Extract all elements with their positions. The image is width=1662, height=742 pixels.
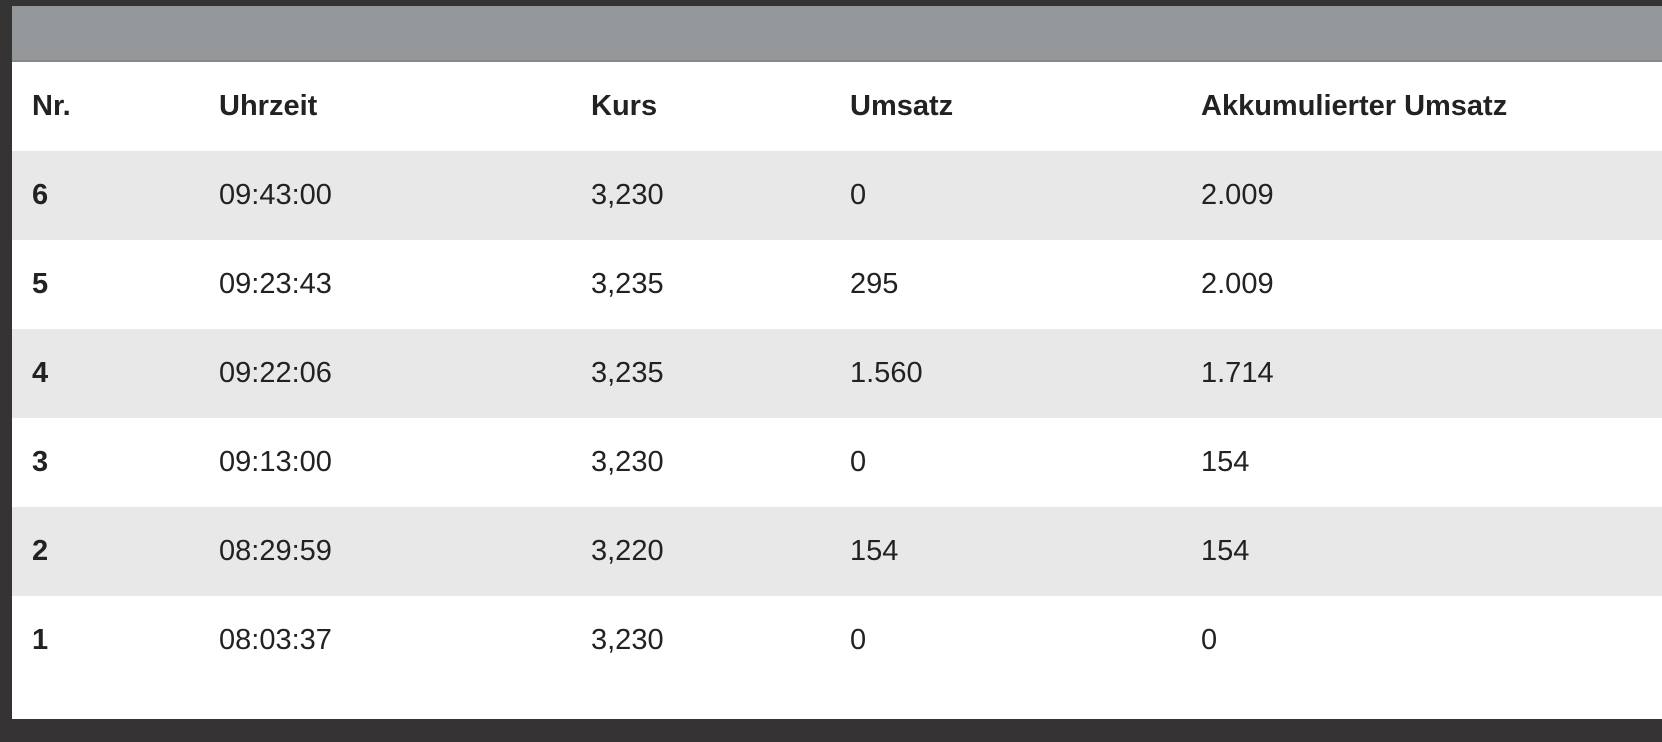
cell-uhrzeit: 08:29:59: [219, 535, 332, 567]
cell-kurs: 3,220: [591, 535, 664, 567]
cell-akkumulierter-umsatz: 2.009: [1201, 179, 1274, 211]
cell-uhrzeit: 09:22:06: [219, 357, 332, 389]
table-row: 1 08:03:37 3,230 0 0: [12, 596, 1662, 685]
cell-akkumulierter-umsatz: 154: [1201, 446, 1250, 478]
cell-umsatz: 0: [850, 179, 867, 211]
trades-table: Nr. Uhrzeit Kurs Umsatz Akkumulierter Um…: [12, 62, 1662, 685]
trades-panel: Nr. Uhrzeit Kurs Umsatz Akkumulierter Um…: [12, 6, 1662, 719]
column-header-akkumulierter-umsatz: Akkumulierter Umsatz: [1201, 90, 1508, 122]
cell-nr: 2: [32, 535, 49, 567]
column-header-uhrzeit: Uhrzeit: [219, 90, 318, 122]
cell-umsatz: 1.560: [850, 357, 923, 389]
cell-uhrzeit: 08:03:37: [219, 624, 332, 656]
table-row: 3 09:13:00 3,230 0 154: [12, 418, 1662, 507]
column-header-umsatz: Umsatz: [850, 90, 954, 122]
table-row: 6 09:43:00 3,230 0 2.009: [12, 151, 1662, 240]
cell-umsatz: 0: [850, 446, 867, 478]
cell-nr: 3: [32, 446, 49, 478]
cell-uhrzeit: 09:43:00: [219, 179, 332, 211]
cell-nr: 4: [32, 357, 49, 389]
column-header-nr: Nr.: [32, 90, 71, 122]
cell-kurs: 3,230: [591, 624, 664, 656]
panel-header-bar: [12, 6, 1662, 62]
cell-umsatz: 154: [850, 535, 899, 567]
cell-kurs: 3,230: [591, 179, 664, 211]
cell-nr: 6: [32, 179, 49, 211]
cell-kurs: 3,235: [591, 268, 664, 300]
cell-akkumulierter-umsatz: 2.009: [1201, 268, 1274, 300]
cell-nr: 5: [32, 268, 49, 300]
cell-akkumulierter-umsatz: 1.714: [1201, 357, 1274, 389]
cell-uhrzeit: 09:13:00: [219, 446, 332, 478]
cell-akkumulierter-umsatz: 0: [1201, 624, 1218, 656]
table-header-row: Nr. Uhrzeit Kurs Umsatz Akkumulierter Um…: [12, 62, 1662, 151]
cell-umsatz: 0: [850, 624, 867, 656]
table-row: 2 08:29:59 3,220 154 154: [12, 507, 1662, 596]
column-header-kurs: Kurs: [591, 90, 658, 122]
table-row: 4 09:22:06 3,235 1.560 1.714: [12, 329, 1662, 418]
cell-nr: 1: [32, 624, 49, 656]
cell-kurs: 3,230: [591, 446, 664, 478]
cell-akkumulierter-umsatz: 154: [1201, 535, 1250, 567]
table-row: 5 09:23:43 3,235 295 2.009: [12, 240, 1662, 329]
cell-uhrzeit: 09:23:43: [219, 268, 332, 300]
cell-kurs: 3,235: [591, 357, 664, 389]
cell-umsatz: 295: [850, 268, 899, 300]
